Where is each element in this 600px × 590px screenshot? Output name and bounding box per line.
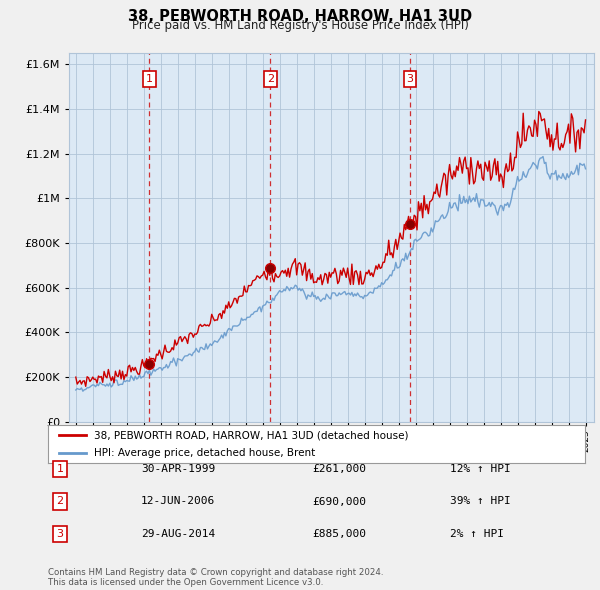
Text: 2: 2 [56, 497, 64, 506]
Text: Price paid vs. HM Land Registry's House Price Index (HPI): Price paid vs. HM Land Registry's House … [131, 19, 469, 32]
Text: 3: 3 [406, 74, 413, 84]
Text: £885,000: £885,000 [312, 529, 366, 539]
Text: 3: 3 [56, 529, 64, 539]
Text: 38, PEBWORTH ROAD, HARROW, HA1 3UD (detached house): 38, PEBWORTH ROAD, HARROW, HA1 3UD (deta… [94, 430, 408, 440]
Text: 39% ↑ HPI: 39% ↑ HPI [450, 497, 511, 506]
Text: 2: 2 [267, 74, 274, 84]
Text: 30-APR-1999: 30-APR-1999 [141, 464, 215, 474]
Text: 12-JUN-2006: 12-JUN-2006 [141, 497, 215, 506]
Text: HPI: Average price, detached house, Brent: HPI: Average price, detached house, Bren… [94, 448, 315, 458]
Text: This data is licensed under the Open Government Licence v3.0.: This data is licensed under the Open Gov… [48, 578, 323, 587]
Text: £261,000: £261,000 [312, 464, 366, 474]
Text: £690,000: £690,000 [312, 497, 366, 506]
Text: 1: 1 [56, 464, 64, 474]
Text: 29-AUG-2014: 29-AUG-2014 [141, 529, 215, 539]
Text: 38, PEBWORTH ROAD, HARROW, HA1 3UD: 38, PEBWORTH ROAD, HARROW, HA1 3UD [128, 9, 472, 24]
Text: 1: 1 [146, 74, 153, 84]
Text: 12% ↑ HPI: 12% ↑ HPI [450, 464, 511, 474]
Text: Contains HM Land Registry data © Crown copyright and database right 2024.: Contains HM Land Registry data © Crown c… [48, 568, 383, 577]
Text: 2% ↑ HPI: 2% ↑ HPI [450, 529, 504, 539]
